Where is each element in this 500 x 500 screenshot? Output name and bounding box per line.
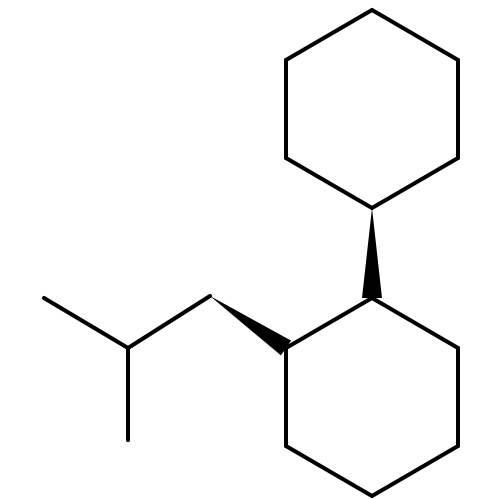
bond [286, 158, 372, 208]
bond [286, 446, 372, 496]
wedge-bond [210, 296, 291, 355]
bond [286, 10, 372, 60]
bond [372, 446, 458, 496]
bond [372, 298, 458, 348]
bond [286, 298, 372, 348]
bond [128, 296, 210, 348]
bond [372, 10, 458, 60]
bond [44, 298, 128, 348]
molecule-diagram [0, 0, 500, 500]
bond [372, 158, 458, 208]
wedge-bond [362, 208, 382, 298]
